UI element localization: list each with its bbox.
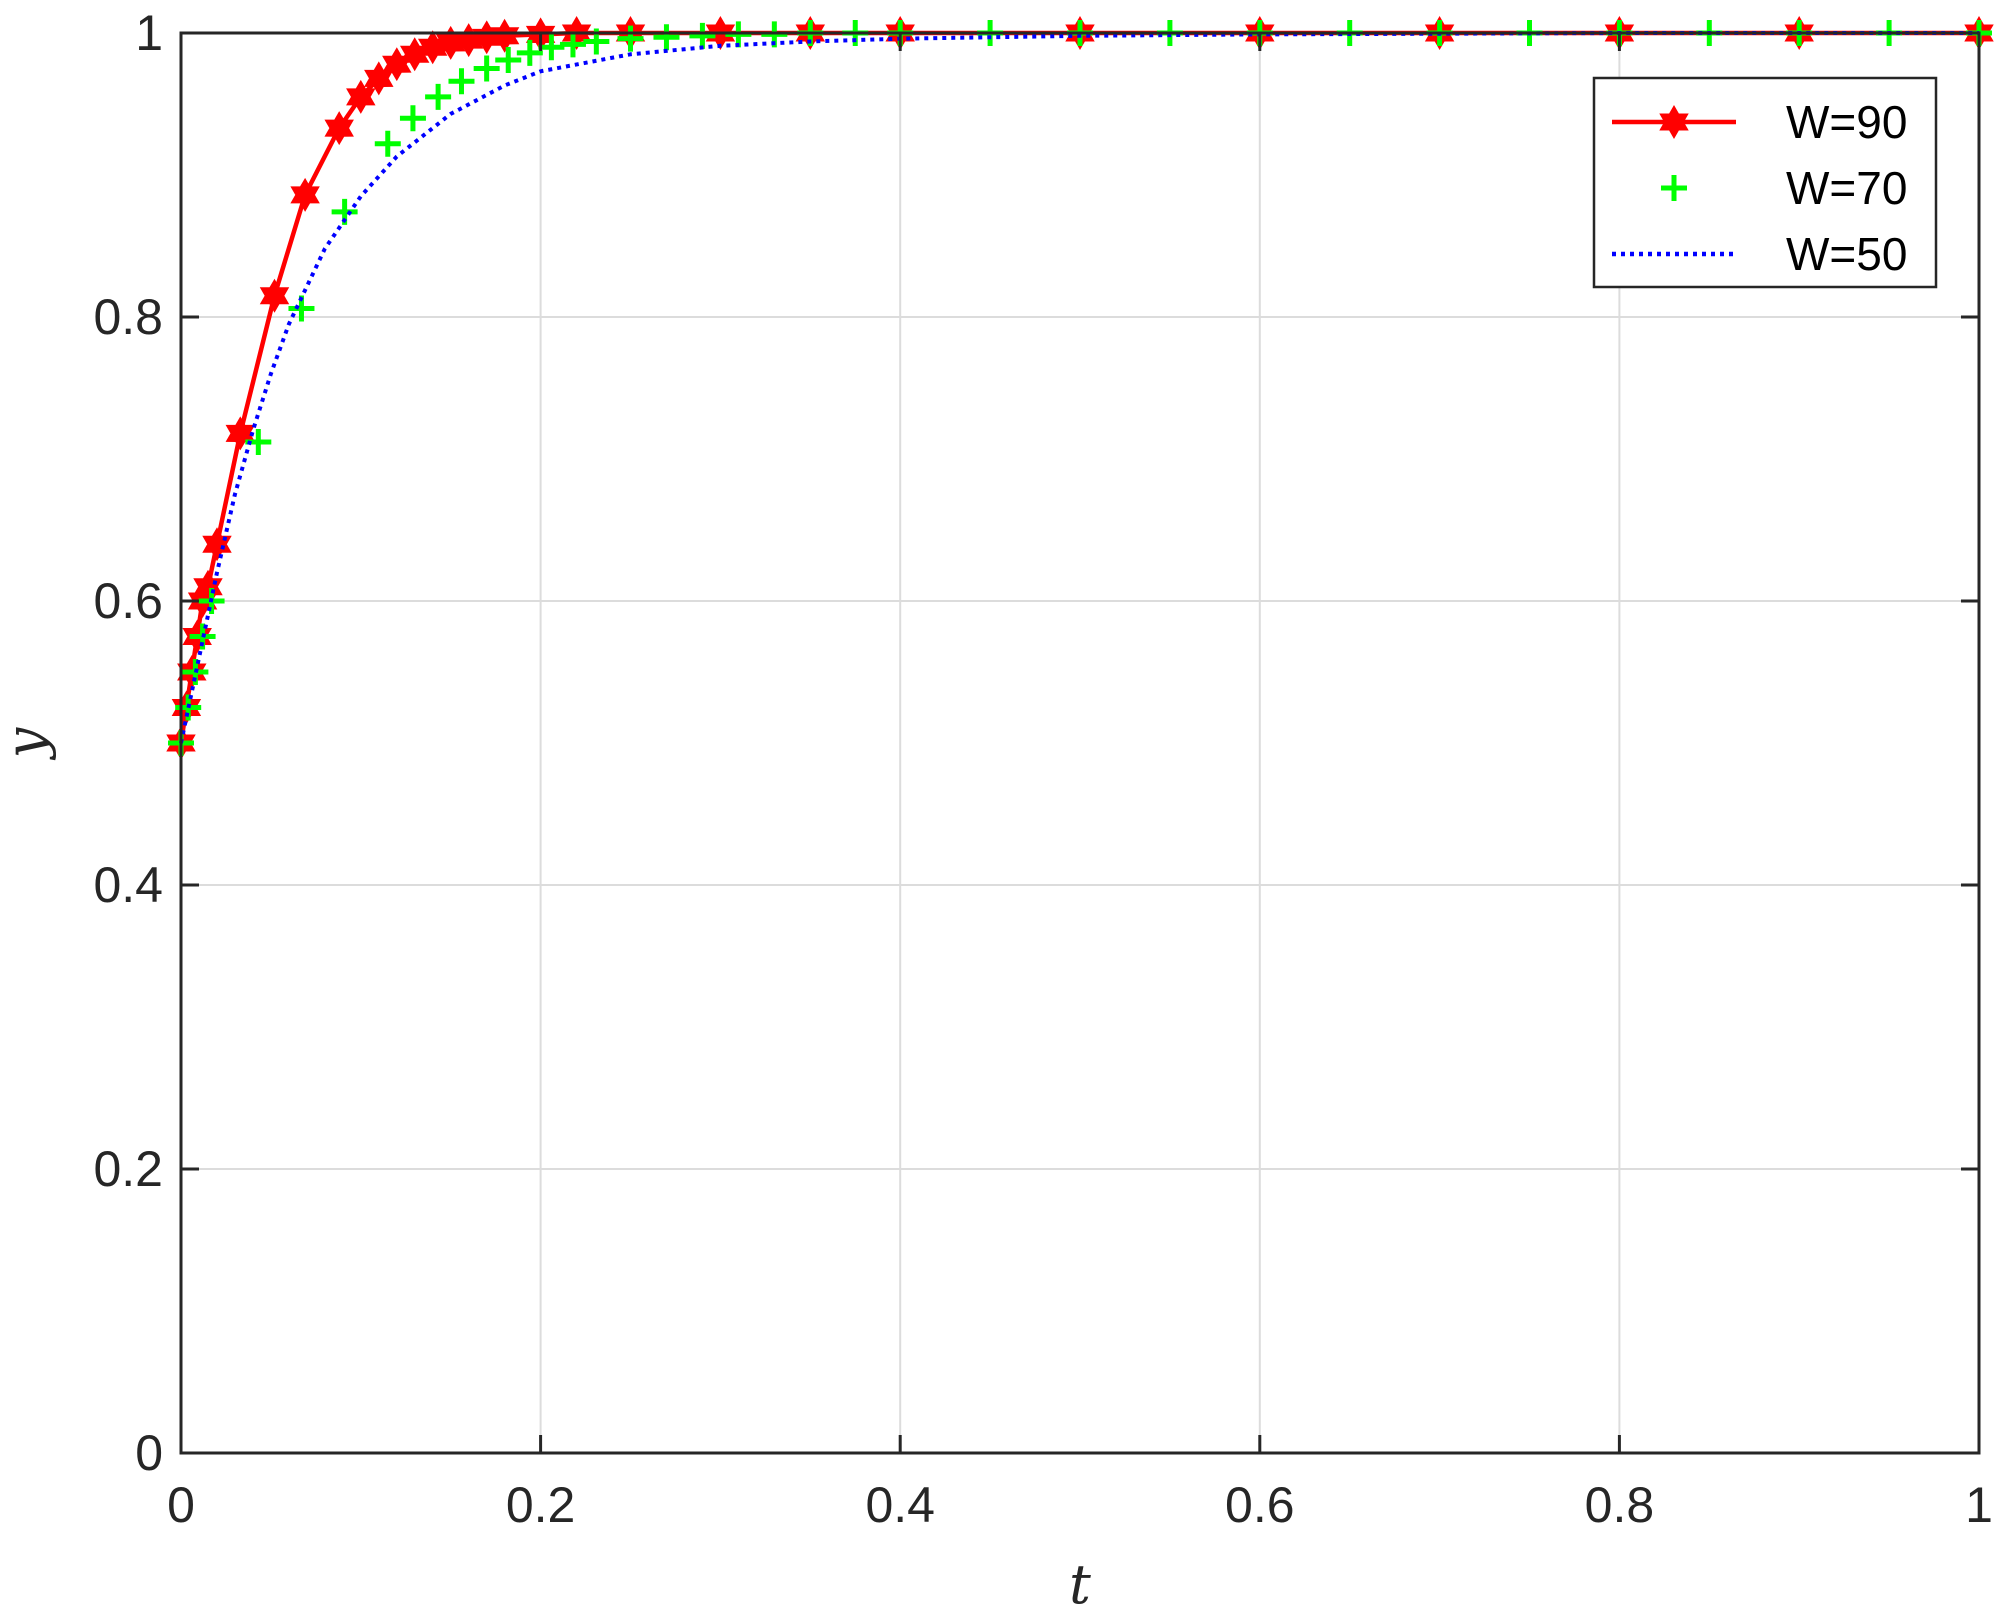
data-point [489,18,520,53]
legend-label: W=50 [1786,228,1907,280]
y-tick-label: 1 [135,5,163,61]
data-point [425,83,452,110]
axes: 0 0.2 0.4 0.6 0.8 1 0 0.2 0.4 0.6 0.8 1 t y [0,5,1993,1616]
x-tick-label: 0.4 [865,1477,935,1533]
x-tick-label: 0.8 [1585,1477,1655,1533]
data-point [559,31,586,58]
legend-swatch-marker [1661,175,1687,201]
data-point [617,25,644,52]
y-tick-label: 0.4 [93,857,163,913]
x-tick-label: 0 [167,1477,195,1533]
data-point [324,111,354,146]
data-point [495,46,522,73]
legend-label: W=70 [1786,162,1907,214]
data-point [399,105,426,132]
x-tick-label: 1 [1965,1477,1993,1533]
y-tick-label: 0.2 [93,1141,163,1197]
legend-item: W=50 [1612,228,1907,280]
data-point [653,24,680,51]
data-point [516,39,543,66]
data-point [473,55,500,82]
legend-item: W=90 [1612,96,1907,148]
legend: W=90 W=70 W=50 [1592,76,1938,289]
y-tick-label: 0.8 [93,289,163,345]
data-point [259,278,290,313]
y-axis-label: y [0,726,57,760]
x-tick-label: 0.6 [1225,1477,1295,1533]
series-line [179,31,1979,744]
data-point [346,79,376,114]
data-point [448,68,475,95]
axes-box [179,31,1981,1455]
data-point [290,177,320,212]
legend-item: W=70 [1661,162,1907,214]
legend-swatch-marker [1659,104,1689,140]
data-point [538,34,565,61]
x-axis-label: t [1069,1553,1091,1615]
series-w-50 [179,31,1979,744]
data-point [374,130,401,157]
data-point [689,22,716,49]
y-tick-label: 0 [135,1425,163,1481]
x-tick-label: 0.2 [506,1477,576,1533]
legend-label: W=90 [1786,96,1907,148]
y-tick-label: 0.6 [93,573,163,629]
